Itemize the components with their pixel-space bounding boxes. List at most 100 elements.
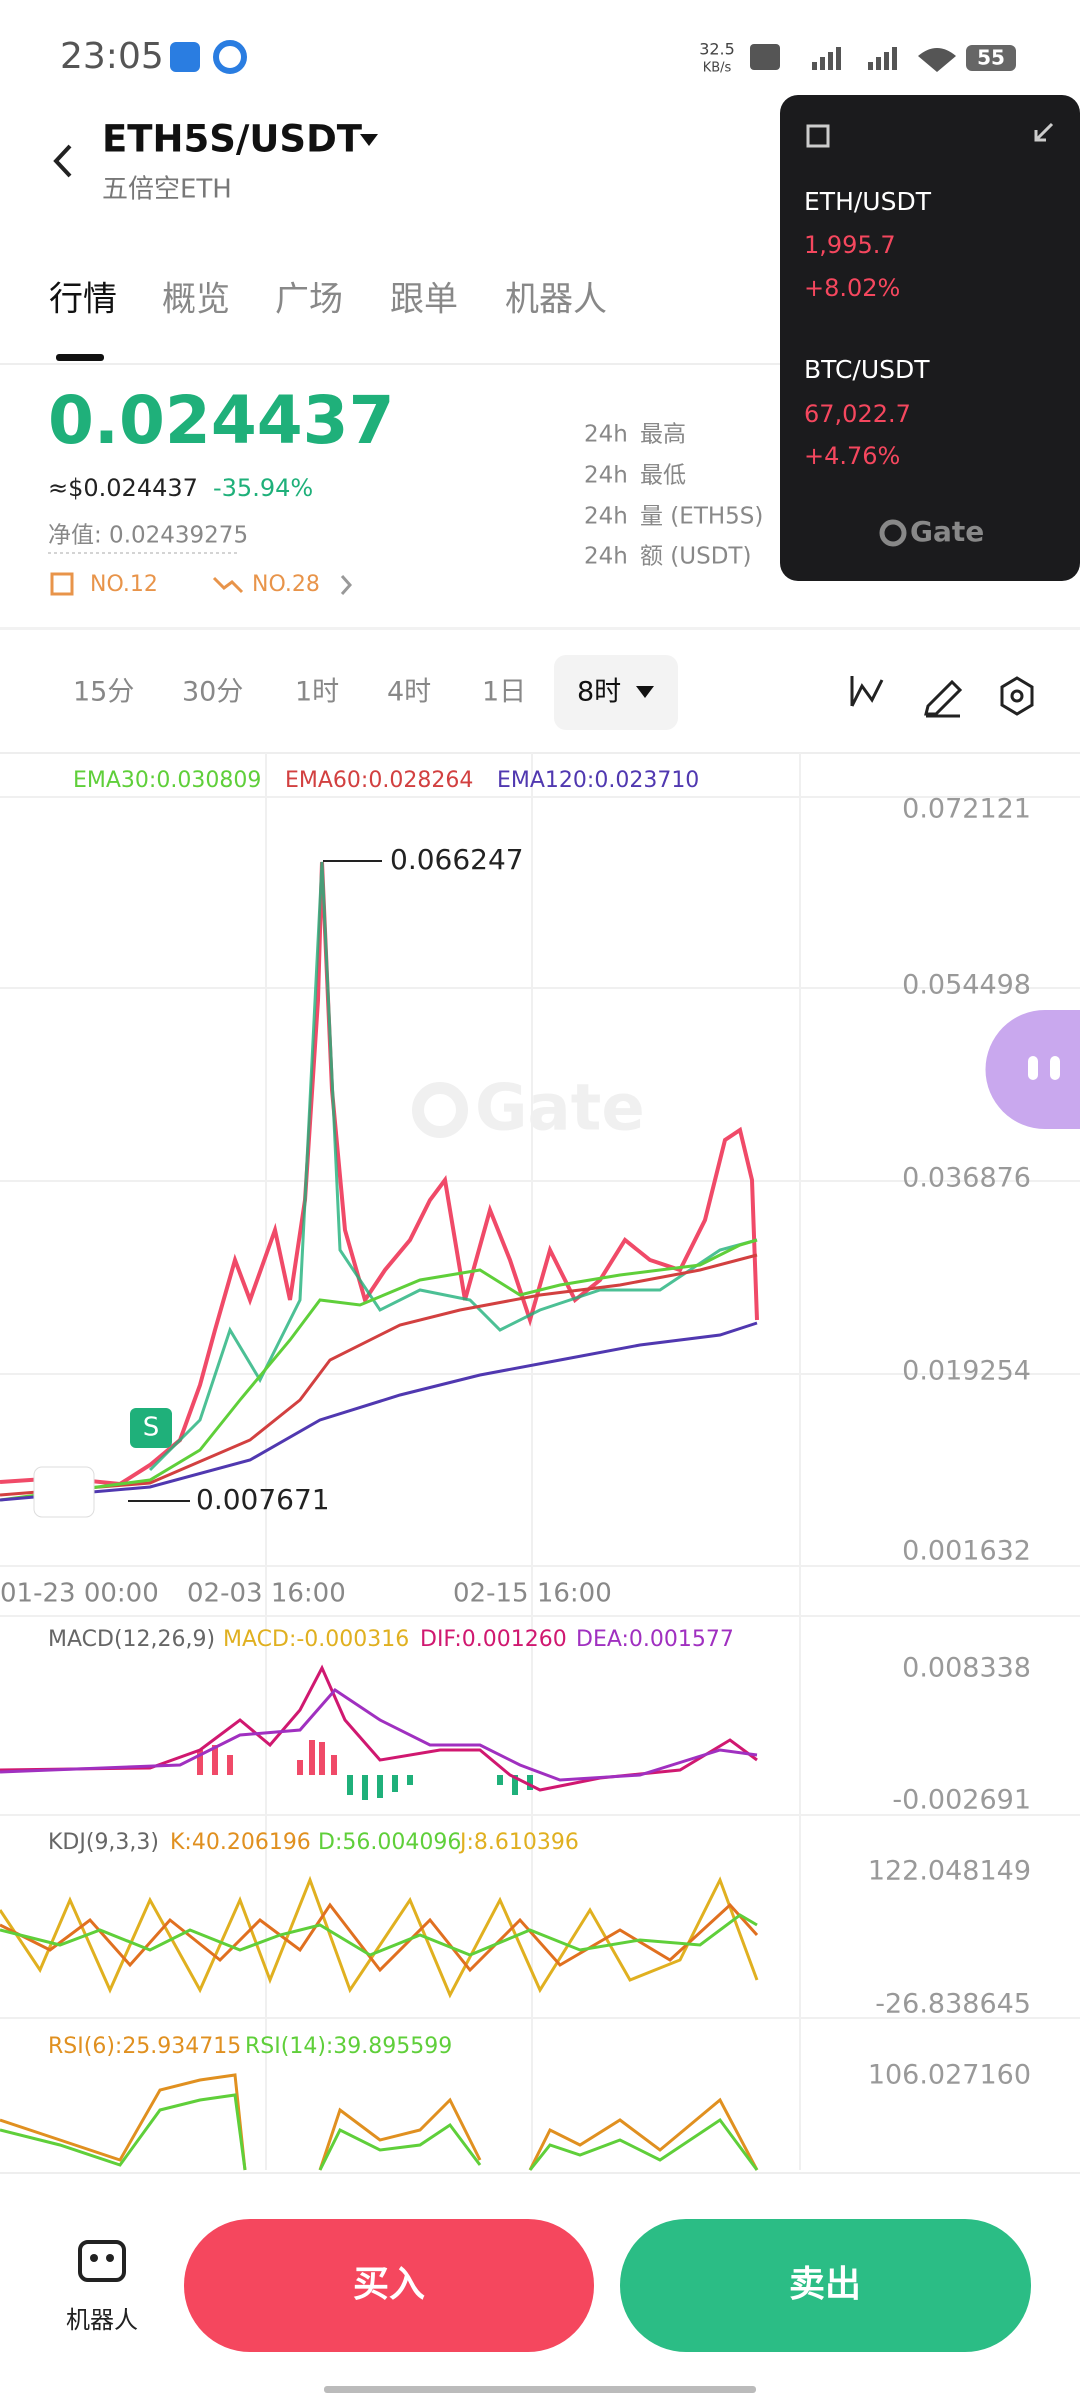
tab-indicator [56,354,104,361]
price-axis-label: 0.072121 [902,794,1031,825]
stat-label: 额 (USDT) [640,544,751,570]
battery [966,45,1016,71]
draw-button[interactable] [924,679,963,718]
rsi-line [0,2093,759,2171]
candles [0,861,759,1487]
grid [0,753,1080,2170]
tab[interactable]: 行情 [49,280,117,320]
popup-pair[interactable]: ETH/USDT [804,187,932,216]
rank[interactable]: NO.12 [90,572,158,597]
ema-legend: EMA60:0.028264 [285,768,473,793]
popup-icon[interactable] [806,124,830,148]
pair-subtitle: 五倍空ETH [102,175,232,205]
stat-period: 24h [584,463,628,489]
date-label: 01-23 00:00 [0,1579,159,1609]
tab[interactable]: 广场 [275,280,343,320]
tab[interactable]: 概览 [162,280,230,320]
kdj-legend: D:56.004096 [318,1830,461,1855]
kdj-line [0,1902,759,1973]
macd-legend: DIF:0.001260 [420,1627,567,1652]
status-time: 23:05 [60,36,164,77]
usd-price: ≈$0.024437 [48,474,198,502]
bubble-eye [1028,1056,1038,1080]
stat-period: 24h [584,504,628,530]
kdj-line [0,1913,758,1957]
divider [0,627,1080,630]
price-axis-label: 0.036876 [902,1163,1031,1194]
interval[interactable]: 8时 [577,677,621,708]
ema-line [0,1253,758,1497]
signal-marker-label: S [143,1413,160,1443]
ema-line [0,1321,758,1502]
last-price: 0.024437 [48,382,395,459]
ema-line [0,1238,758,1502]
interval-active-bg [554,655,678,730]
buy-button[interactable] [184,2219,594,2352]
battery-level: 55 [977,46,1005,70]
interval[interactable]: 1时 [295,677,339,708]
macd-axis-label: 0.008338 [902,1653,1031,1684]
macd-legend: MACD(12,26,9) [48,1627,215,1652]
macd-hist [197,1740,337,1775]
pair-title[interactable]: ETH5S/USDT [102,118,363,161]
interval[interactable]: 4时 [387,677,431,708]
net-speed: 32.5 [699,40,735,59]
price-axis-label: 0.054498 [902,970,1031,1001]
indicator-button[interactable] [850,676,884,707]
robot-icon [106,2254,114,2262]
robot-icon [90,2254,98,2262]
rank[interactable]: NO.28 [252,572,320,597]
rank-icon [50,572,74,596]
popup-price: 67,022.7 [804,400,911,428]
settings-button[interactable] [1000,676,1034,716]
popup-pair[interactable]: BTC/USDT [804,355,930,384]
candles [148,861,758,1472]
macd-legend: MACD:-0.000316 [223,1627,409,1652]
status-icon [213,40,247,74]
interval[interactable]: 15分 [73,677,134,708]
status-icon [170,42,200,72]
kdj-axis-label: -26.838645 [875,1989,1031,2020]
price-axis-label: 0.001632 [902,1536,1031,1567]
rsi-axis-label: 106.027160 [868,2060,1031,2091]
sell-label[interactable]: 卖出 [789,2264,861,2305]
chevron [340,575,353,595]
date-label: 02-15 16:00 [453,1579,612,1609]
interval-dropdown[interactable] [636,686,654,698]
signal-icons [812,47,897,70]
rsi-legend: RSI(14):39.895599 [245,2034,452,2059]
macd-hist [347,1775,533,1800]
robot-label[interactable]: 机器人 [66,2306,138,2334]
popup-change: +4.76% [804,442,900,470]
kdj-legend: J:8.610396 [458,1830,579,1855]
high-label: 0.066247 [390,843,524,876]
fit-button[interactable] [33,1466,95,1518]
net-unit: KB/s [703,61,732,76]
popup-collapse[interactable] [1034,122,1054,142]
pair-dropdown[interactable] [360,134,378,146]
brand-logo [879,519,907,547]
date-label: 02-03 16:00 [187,1579,346,1609]
tab[interactable]: 跟单 [390,280,458,320]
kdj-line [0,1875,759,1999]
settings-button[interactable] [1010,689,1024,703]
sell-button[interactable] [620,2219,1031,2352]
interval[interactable]: 30分 [182,677,243,708]
price-change: -35.94% [213,474,313,502]
interval[interactable]: 1日 [482,677,526,708]
bubble-eye [1050,1056,1060,1080]
net-value: 净值: 0.02439275 [48,523,248,549]
macd-axis-label: -0.002691 [892,1785,1031,1816]
ema-legend: EMA120:0.023710 [497,768,699,793]
stat-label: 量 (ETH5S) [640,504,763,530]
back-button[interactable] [53,144,72,178]
price-axis-label: 0.019254 [902,1356,1031,1387]
buy-label[interactable]: 买入 [353,2264,425,2305]
low-label: 0.007671 [196,1483,330,1516]
tab[interactable]: 机器人 [505,280,607,320]
robot-icon[interactable] [78,2240,126,2282]
rsi-line [0,2073,759,2171]
brand: Gate [910,515,984,548]
